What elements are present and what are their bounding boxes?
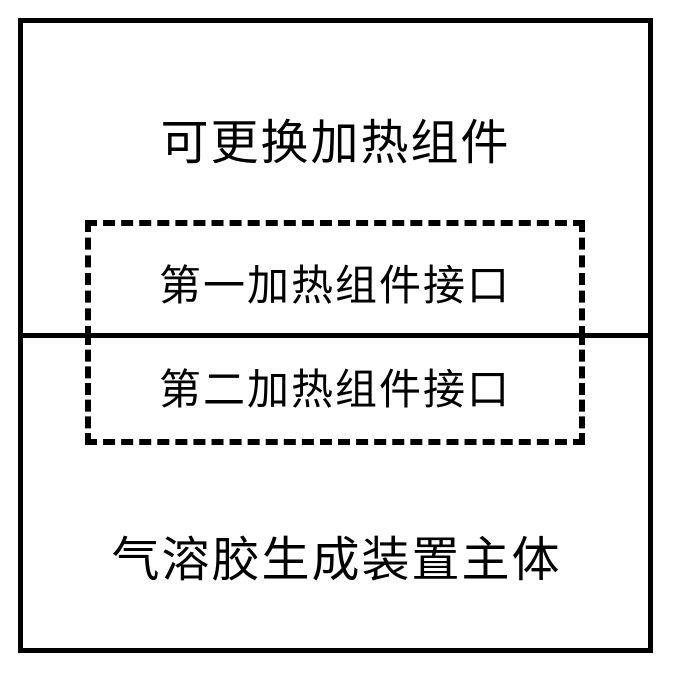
second-interface-label: 第二加热组件接口 <box>159 356 511 417</box>
interface-container: 第一加热组件接口 第二加热组件接口 <box>85 220 585 445</box>
first-interface-box: 第一加热组件接口 <box>85 220 585 338</box>
top-block-title: 可更换加热组件 <box>23 103 648 173</box>
second-interface-box: 第二加热组件接口 <box>85 333 585 445</box>
first-interface-label: 第一加热组件接口 <box>159 252 511 313</box>
bottom-block-title: 气溶胶生成装置主体 <box>0 520 673 590</box>
